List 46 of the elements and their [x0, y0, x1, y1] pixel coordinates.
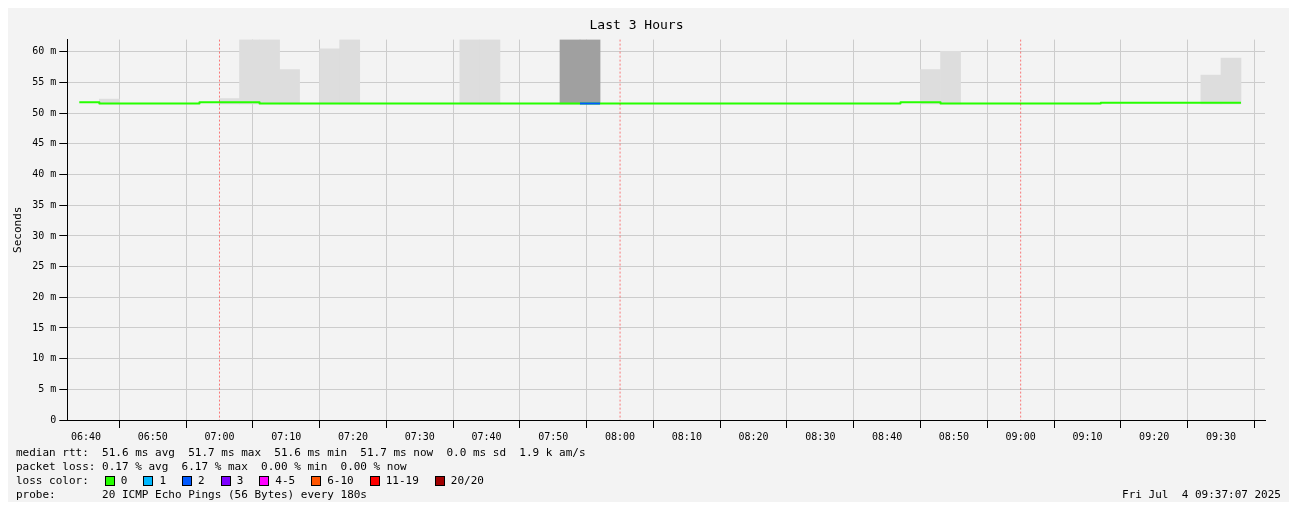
- text: probe: 20 ICMP Echo Pings (56 Bytes) every 180s: [16, 488, 367, 502]
- y-tick-label: 10 m: [32, 352, 57, 364]
- x-tick-label: 07:00: [204, 430, 235, 442]
- y-tick-label: 55 m: [32, 76, 57, 88]
- y-tick-label: 45 m: [32, 137, 57, 149]
- text: median rtt: 51.6 ms avg 51.7 ms max 51.6 ms min 51.7 ms now 0.0 ms sd 1.9 k am/s: [16, 446, 587, 460]
- x-tick-label: 08:50: [938, 430, 969, 442]
- x-tick-label: 08:20: [738, 430, 769, 442]
- y-tick-label: 25 m: [32, 260, 57, 272]
- legend-label: 6-10: [326, 474, 354, 487]
- x-tick-label: 09:20: [1139, 430, 1170, 442]
- x-tick-label: 07:30: [404, 430, 435, 442]
- x-tick-label: 09:10: [1072, 430, 1103, 442]
- y-tick-label: 0: [50, 413, 57, 425]
- y-tick-label: 50 m: [32, 106, 57, 118]
- x-tick-label: 07:20: [337, 430, 369, 442]
- x-tick-label: 07:10: [271, 430, 302, 442]
- legend-label: 3: [235, 474, 244, 487]
- x-tick-label: 08:10: [671, 430, 702, 442]
- legend-label: 1: [158, 474, 167, 487]
- y-tick-label: 30 m: [32, 229, 57, 241]
- y-tick-label: 60 m: [32, 45, 57, 57]
- x-tick-label: 08:40: [872, 430, 903, 442]
- x-tick-label: 08:30: [805, 430, 836, 442]
- x-tick-label: 09:00: [1005, 430, 1036, 442]
- legend-label: 4-5: [274, 474, 296, 487]
- x-tick-label: 07:50: [538, 430, 569, 442]
- legend-label: 0: [119, 474, 128, 487]
- y-tick-label: 40 m: [32, 168, 57, 180]
- legend-label: 2: [197, 474, 205, 487]
- x-tick-label: 07:40: [471, 430, 502, 442]
- text: Fri Jul 4 09:37:07 2025: [1122, 488, 1281, 502]
- chart-title: Last 3 Hours: [589, 17, 684, 33]
- x-tick-label: 06:50: [137, 430, 168, 442]
- x-tick-label: 09:30: [1205, 430, 1236, 442]
- legend-label: 11-19: [384, 474, 419, 487]
- x-tick-label: 08:00: [605, 430, 636, 442]
- y-tick-label: 5 m: [38, 382, 57, 394]
- y-axis-title: Seconds: [11, 206, 25, 253]
- legend-title: loss color:: [16, 474, 89, 487]
- y-tick-label: 20 m: [32, 290, 57, 302]
- y-tick-label: 15 m: [32, 321, 57, 333]
- x-tick-label: 06:40: [70, 430, 102, 442]
- legend-label: 20/20: [449, 474, 484, 487]
- y-tick-label: 35 m: [32, 198, 57, 210]
- text: packet loss: 0.17 % avg 6.17 % max 0.00 % min 0.00 % now: [16, 460, 408, 474]
